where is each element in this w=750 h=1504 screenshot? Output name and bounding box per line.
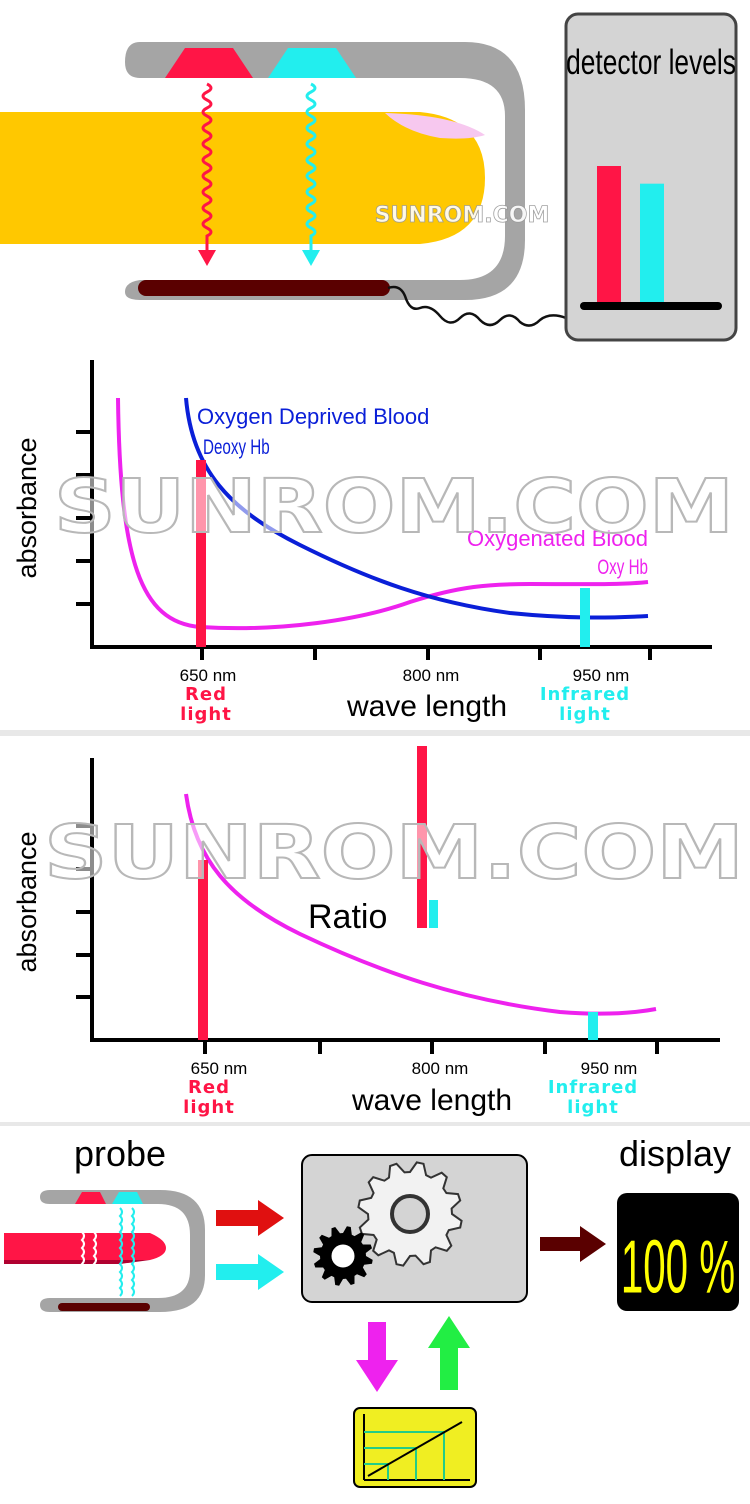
ratio-red-bar: [417, 746, 427, 928]
x-axis-label: wave length: [346, 690, 507, 723]
watermark-small: SUNROM.COM: [375, 203, 550, 228]
panel-system-flow: probe display 100 %: [4, 1133, 739, 1488]
red-light-bar: [196, 460, 206, 647]
infrared-light-bar: [580, 588, 590, 647]
photodetector: [138, 280, 390, 296]
y-ticks: [76, 430, 92, 606]
detector-baseline: [580, 302, 722, 310]
finger: [0, 112, 485, 244]
infrared-light-bar: [588, 1012, 598, 1040]
tick-label-650: 650 nm: [191, 1059, 248, 1078]
section-divider-1: [0, 730, 750, 736]
red-led: [165, 48, 253, 78]
red-light-label-1: Red: [188, 1077, 230, 1098]
infrared-label-2: light: [559, 704, 611, 725]
mini-light-rays: [80, 1207, 135, 1297]
tick-label-950: 950 nm: [573, 666, 630, 685]
output-arrow: [540, 1226, 606, 1262]
x-ticks: [203, 1040, 659, 1054]
infrared-label-1: Infrared: [548, 1077, 638, 1098]
infrared-signal-arrow: [216, 1254, 284, 1290]
probe-clip: [125, 42, 525, 300]
tick-label-650: 650 nm: [180, 666, 237, 685]
red-light-label-1: Red: [185, 684, 227, 705]
x-ticks: [200, 647, 652, 660]
result-arrow-up: [428, 1316, 470, 1390]
infrared-led: [268, 48, 356, 78]
large-gear-icon: [357, 1161, 463, 1267]
y-axis-label: absorbance: [12, 437, 42, 578]
detector-level-bar-red: [597, 166, 621, 302]
display-label: display: [619, 1133, 731, 1174]
red-ray-arrowhead: [198, 250, 216, 266]
deoxy-sub: Deoxy Hb: [203, 435, 270, 459]
deoxy-title: Oxygen Deprived Blood: [197, 404, 429, 429]
infrared-label-1: Infrared: [540, 684, 630, 705]
ratio-infrared-bar: [429, 900, 438, 928]
red-light-bar: [198, 860, 208, 1040]
red-light-label-2: light: [183, 1097, 235, 1118]
mini-probe: [4, 1190, 205, 1312]
panel-ratio-chart: Ratio absorbance 650 nm 800 nm 950 nm Re…: [12, 746, 745, 1118]
display-screen: [617, 1193, 739, 1311]
sensor-cable: [387, 285, 567, 327]
probe-label: probe: [74, 1133, 166, 1174]
section-divider-2: [0, 1122, 750, 1126]
tick-label-800: 800 nm: [412, 1059, 469, 1078]
fingernail: [385, 113, 485, 139]
y-axis-label: absorbance: [12, 831, 42, 972]
ratio-label: Ratio: [308, 898, 387, 936]
absorbance-curve: [184, 793, 657, 1016]
panel-probe-illustration: detector levels SUNROM.COM: [0, 12, 738, 342]
detector-level-bar-infrared: [640, 183, 664, 302]
watermark-large-2: SUNROM.COM: [44, 810, 744, 896]
tick-label-950: 950 nm: [581, 1059, 638, 1078]
x-axis-label: wave length: [351, 1084, 512, 1117]
infrared-label-2: light: [567, 1097, 619, 1118]
detector-title: detector levels: [566, 42, 736, 82]
small-gear-icon: [313, 1226, 373, 1286]
oxy-hb-curve: [116, 397, 649, 631]
oxy-title: Oxygenated Blood: [467, 526, 648, 551]
y-ticks: [76, 824, 92, 999]
oxy-sub: Oxy Hb: [597, 555, 648, 579]
infrared-ray-arrowhead: [302, 250, 320, 266]
display-value: 100 %: [621, 1224, 735, 1309]
red-light-ray: [201, 82, 213, 258]
deoxy-hb-curve: [184, 397, 649, 620]
tick-label-800: 800 nm: [403, 666, 460, 685]
infrared-light-ray: [305, 82, 317, 258]
detector-level-bars: [597, 166, 664, 302]
calibration-chart-icon: [353, 1407, 477, 1488]
panel-absorbance-chart: Oxygen Deprived Blood Deoxy Hb Oxygenate…: [12, 360, 735, 725]
red-light-label-2: light: [180, 704, 232, 725]
watermark-large-1: SUNROM.COM: [54, 464, 734, 550]
query-arrow-down: [356, 1322, 398, 1392]
red-signal-arrow: [216, 1200, 284, 1236]
